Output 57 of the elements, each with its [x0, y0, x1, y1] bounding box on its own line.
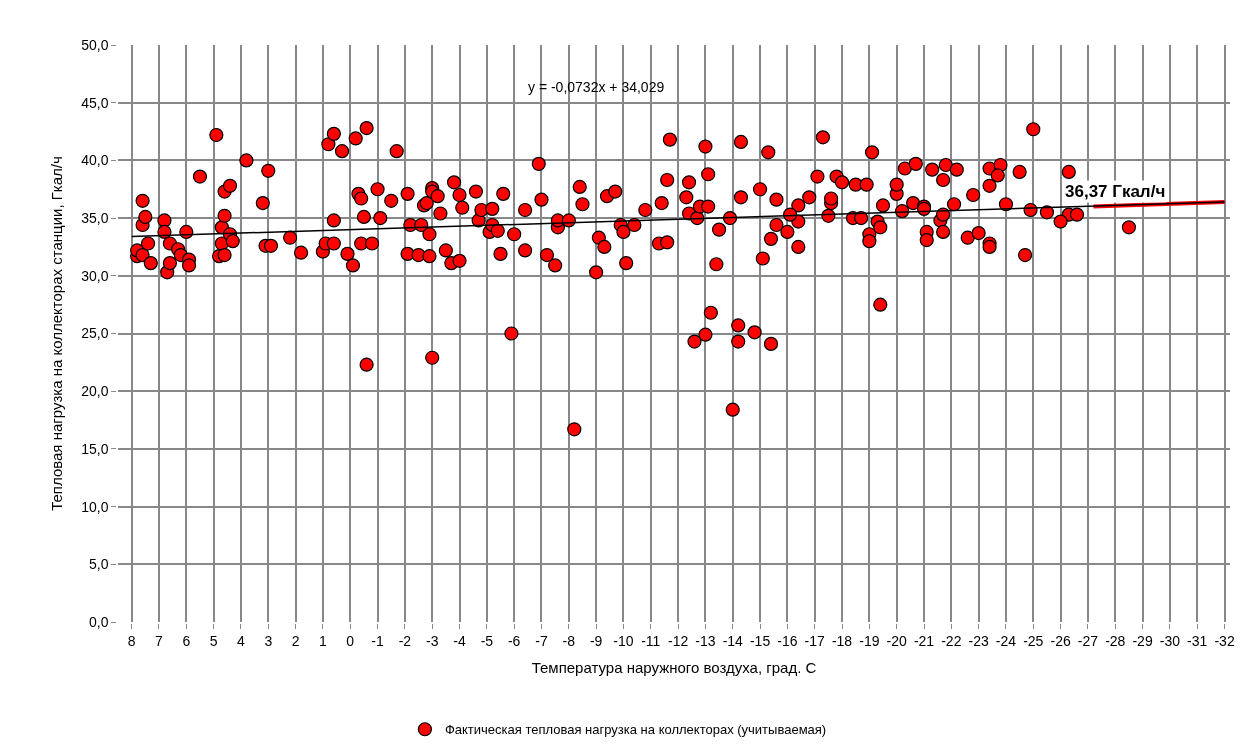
legend-label: Фактическая тепловая нагрузка на коллекторах (учитываемая) — [444, 722, 827, 738]
x-tick-label: -9 — [589, 632, 603, 649]
x-tick-label: -12 — [667, 632, 689, 649]
x-tick-label: -30 — [1159, 632, 1181, 649]
x-tick-label: -2 — [398, 632, 412, 649]
x-tick-label: -20 — [886, 632, 907, 649]
x-tick-label: -32 — [1214, 632, 1235, 649]
y-tick-label: 15,0 — [81, 440, 109, 457]
x-tick-label: -6 — [507, 632, 521, 649]
x-tick-label: -3 — [425, 632, 439, 649]
x-tick-label: -8 — [562, 632, 576, 649]
y-tick-label: 0,0 — [88, 613, 109, 630]
x-tick-label: 3 — [264, 632, 273, 649]
x-tick-label: -10 — [613, 632, 634, 649]
x-tick-label: -16 — [777, 632, 798, 649]
y-tick-label: 20,0 — [81, 383, 109, 400]
x-tick-label: -28 — [1105, 632, 1126, 649]
y-tick-label: 10,0 — [81, 498, 109, 515]
x-tick-label: -31 — [1187, 632, 1208, 649]
y-tick-label: 25,0 — [81, 325, 109, 342]
y-tick-label: 45,0 — [81, 94, 109, 111]
x-tick-label: -13 — [695, 632, 716, 649]
x-tick-label: -29 — [1132, 632, 1153, 649]
x-tick-label: 2 — [291, 632, 300, 649]
annotation: 36,37 Гкал/ч — [1065, 182, 1166, 201]
y-tick-label: 5,0 — [88, 556, 109, 573]
x-tick-label: -1 — [371, 632, 384, 649]
x-tick-label: -17 — [804, 632, 826, 649]
y-tick-label: 30,0 — [81, 267, 109, 284]
x-tick-label: -24 — [995, 632, 1017, 649]
annotation: y = -0,0732x + 34,029 — [528, 79, 665, 95]
x-tick-label: 5 — [209, 632, 218, 649]
x-tick-label: -15 — [749, 632, 771, 649]
x-tick-label: -5 — [480, 632, 494, 649]
x-tick-label: -25 — [1023, 632, 1044, 649]
x-tick-label: -26 — [1050, 632, 1071, 649]
x-tick-label: -19 — [859, 632, 880, 649]
x-tick-label: -11 — [641, 632, 661, 649]
x-tick-label: -21 — [913, 632, 935, 649]
x-tick-label: -4 — [453, 632, 466, 649]
x-tick-label: -18 — [831, 632, 853, 649]
y-tick-label: 40,0 — [81, 152, 109, 169]
y-tick-label: 35,0 — [81, 210, 109, 226]
y-tick-label: 50,0 — [81, 36, 109, 53]
x-tick-label: -27 — [1077, 632, 1099, 649]
x-tick-label: 6 — [182, 632, 191, 649]
x-tick-label: 7 — [155, 632, 164, 649]
x-tick-label: -7 — [535, 632, 548, 649]
x-tick-label: 8 — [127, 632, 136, 649]
y-axis-title: Тепловая нагрузка на коллекторах станции, Гкал/ч — [47, 156, 65, 511]
x-tick-label: 4 — [237, 632, 246, 649]
x-tick-label: -14 — [722, 632, 744, 649]
x-axis-title: Температура наружного воздуха, град. С — [531, 659, 817, 677]
x-tick-label: 0 — [346, 632, 355, 649]
x-tick-label: -22 — [941, 632, 962, 649]
x-tick-label: 1 — [319, 632, 328, 649]
x-tick-label: -23 — [968, 632, 989, 649]
